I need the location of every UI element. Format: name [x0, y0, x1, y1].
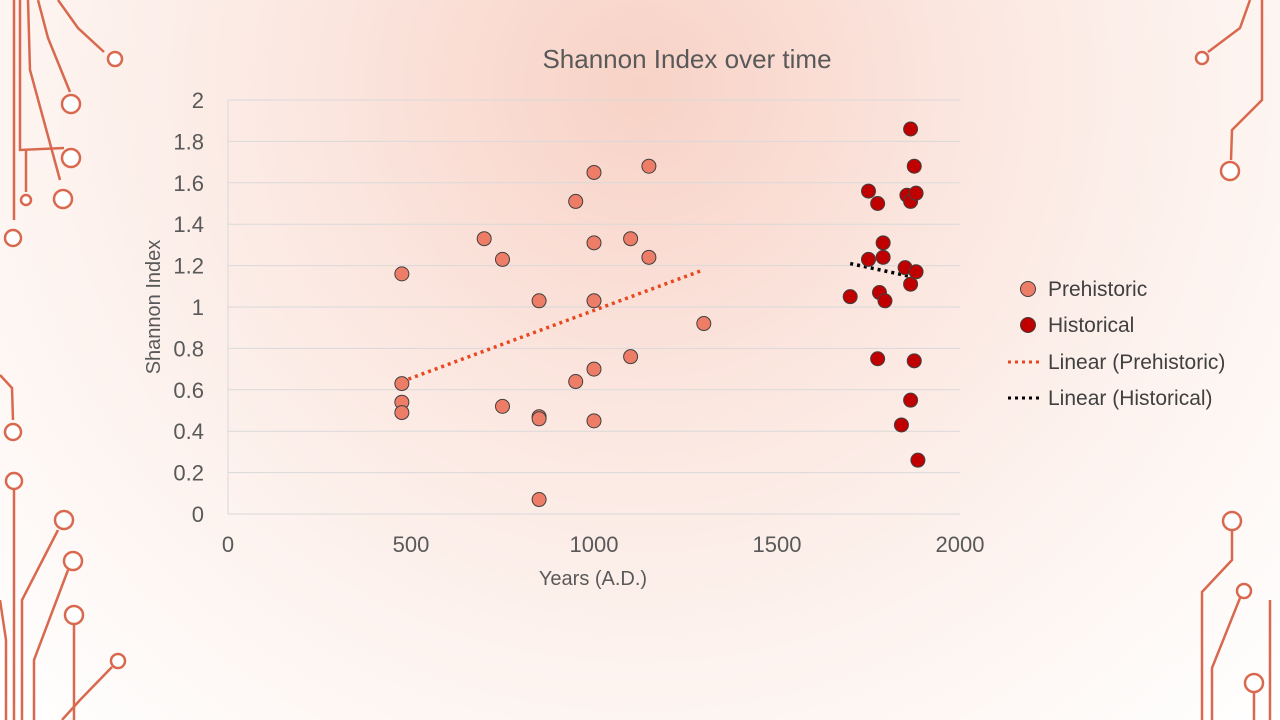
data-point-prehistoric — [568, 193, 584, 209]
data-point-historical — [910, 452, 926, 468]
chart-title: Shannon Index over time — [542, 44, 831, 74]
legend-label-linear-historical: Linear (Historical) — [1048, 387, 1213, 410]
data-point-prehistoric — [586, 361, 602, 377]
trendline-prehistoric — [401, 268, 705, 384]
y-tick-label: 1.2 — [173, 254, 204, 279]
data-point-prehistoric — [586, 413, 602, 429]
y-tick-label: 0.4 — [173, 419, 204, 444]
y-tick-label: 0.8 — [173, 336, 204, 361]
data-point-historical — [870, 351, 886, 367]
trendline-historical — [849, 261, 919, 280]
legend-label-prehistoric: Prehistoric — [1048, 278, 1147, 301]
y-tick-label: 0 — [192, 502, 204, 527]
y-tick-label: 2 — [192, 88, 204, 113]
data-point-prehistoric — [696, 316, 712, 332]
x-tick-label: 2000 — [936, 532, 985, 557]
data-point-prehistoric — [586, 164, 602, 180]
data-point-prehistoric — [531, 492, 547, 508]
data-point-historical — [875, 249, 891, 265]
x-axis-title: Years (A.D.) — [539, 568, 647, 590]
data-point-prehistoric — [623, 231, 639, 247]
y-tick-label: 0.6 — [173, 378, 204, 403]
data-point-historical — [861, 183, 876, 199]
trendlines — [401, 261, 919, 384]
data-point-historical — [893, 417, 909, 433]
y-tick-label: 1.8 — [173, 129, 204, 154]
data-point-prehistoric — [586, 293, 602, 309]
y-tick-label: 1.4 — [173, 212, 204, 237]
y-axis-title: Shannon Index — [143, 240, 165, 375]
legend-label-linear-prehistoric: Linear (Prehistoric) — [1048, 351, 1225, 374]
data-point-prehistoric — [394, 376, 410, 392]
data-point-historical — [861, 251, 876, 267]
y-tick-label: 0.2 — [173, 461, 204, 486]
data-point-prehistoric — [586, 235, 602, 251]
data-point-prehistoric — [394, 405, 410, 421]
data-point-historical — [903, 276, 919, 292]
legend-label-historical: Historical — [1048, 314, 1134, 337]
data-point-prehistoric — [394, 266, 410, 282]
data-point-historical — [870, 196, 886, 211]
data-point-prehistoric — [495, 251, 510, 267]
data-point-historical — [908, 264, 924, 280]
data-point-prehistoric — [531, 293, 547, 309]
data-point-historical — [877, 293, 893, 309]
x-tick-label: 500 — [393, 532, 430, 557]
data-point-prehistoric — [623, 349, 639, 365]
y-tick-label: 1.6 — [173, 171, 204, 196]
data-point-historical — [903, 121, 919, 137]
data-point-prehistoric — [641, 249, 657, 265]
data-point-prehistoric — [531, 411, 547, 427]
data-point-historical — [875, 235, 891, 251]
data-point-historical — [903, 392, 919, 408]
data-point-historical — [908, 185, 924, 201]
data-point-prehistoric — [476, 231, 492, 247]
x-tick-label: 1500 — [753, 532, 802, 557]
data-point-prehistoric — [568, 374, 584, 390]
y-axis-ticks: 0 0.2 0.4 0.6 0.8 1 1.2 1.4 1.6 1.8 2 — [173, 88, 204, 527]
legend: Prehistoric Historical Linear (Prehistor… — [1008, 278, 1225, 410]
chart-gridlines — [227, 99, 960, 515]
data-point-historical — [842, 289, 858, 305]
x-axis-ticks: 0 500 1000 1500 2000 — [222, 532, 985, 557]
data-point-historical — [906, 353, 922, 369]
legend-marker-prehistoric — [1020, 281, 1036, 297]
data-point-prehistoric — [641, 158, 657, 174]
legend-marker-historical — [1020, 317, 1036, 333]
x-tick-label: 0 — [222, 532, 234, 557]
y-tick-label: 1 — [192, 295, 204, 320]
x-tick-label: 1000 — [570, 532, 619, 557]
data-point-historical — [906, 158, 922, 174]
data-point-prehistoric — [495, 398, 510, 414]
data-points — [394, 121, 926, 508]
